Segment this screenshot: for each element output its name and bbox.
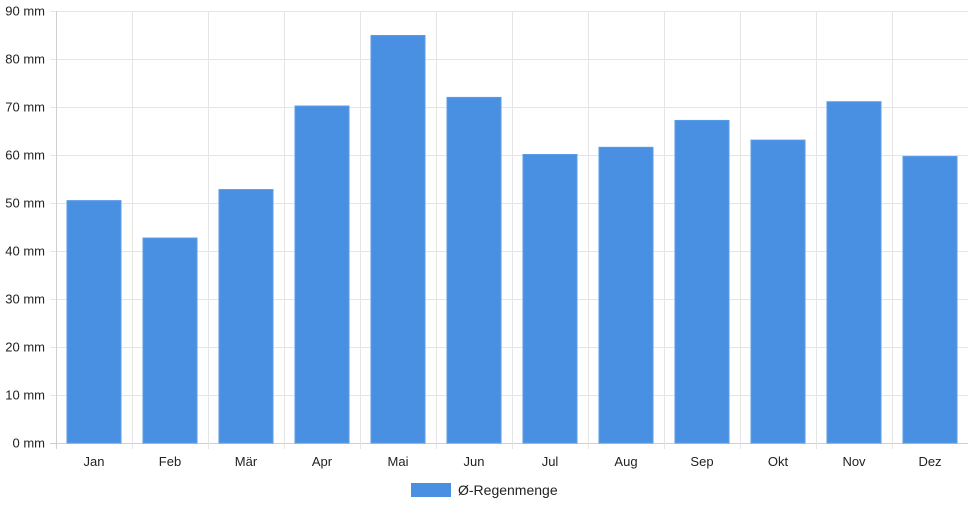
x-tick-label: Jan <box>84 454 105 469</box>
bar-okt[interactable] <box>750 139 806 444</box>
y-tick-label: 80 mm <box>5 52 45 67</box>
y-tick-label: 70 mm <box>5 100 45 115</box>
y-tick-label: 60 mm <box>5 148 45 163</box>
bar-mai[interactable] <box>370 34 426 444</box>
y-tick-label: 10 mm <box>5 388 45 403</box>
bar-feb[interactable] <box>142 237 198 444</box>
x-axis-ticks: Jan Feb Mär Apr Mai Jun Jul Aug Sep Okt Nov Dez <box>84 454 942 469</box>
bar-mär[interactable] <box>218 189 274 444</box>
y-tick-label: 20 mm <box>5 340 45 355</box>
y-tick-label: 40 mm <box>5 244 45 259</box>
y-axis-ticks: 0 mm 10 mm 20 mm 30 mm 40 mm 50 mm 60 mm 70 mm 8… <box>5 4 45 451</box>
legend-label[interactable]: Ø-Regenmenge <box>458 482 558 498</box>
x-tick-label: Apr <box>312 454 333 469</box>
y-tick-label: 50 mm <box>5 196 45 211</box>
x-tick-label: Jul <box>542 454 559 469</box>
x-tick-label: Mär <box>235 454 258 469</box>
grid-lines <box>50 11 968 449</box>
y-tick-label: 30 mm <box>5 292 45 307</box>
x-tick-label: Aug <box>614 454 637 469</box>
bars <box>66 34 958 444</box>
bar-aug[interactable] <box>598 146 654 444</box>
bar-apr[interactable] <box>294 105 350 444</box>
legend[interactable]: Ø-Regenmenge <box>411 482 558 498</box>
bar-jan[interactable] <box>66 200 122 444</box>
x-tick-label: Dez <box>918 454 941 469</box>
bar-jun[interactable] <box>446 96 502 444</box>
legend-swatch[interactable] <box>411 483 451 497</box>
bar-sep[interactable] <box>674 119 730 444</box>
x-tick-label: Jun <box>464 454 485 469</box>
bar-nov[interactable] <box>826 101 882 444</box>
x-tick-label: Sep <box>690 454 713 469</box>
x-tick-label: Mai <box>388 454 409 469</box>
bar-dez[interactable] <box>902 155 958 444</box>
y-tick-label: 0 mm <box>13 436 46 451</box>
x-tick-label: Nov <box>842 454 866 469</box>
x-tick-label: Feb <box>159 454 181 469</box>
y-tick-label: 90 mm <box>5 4 45 19</box>
bar-jul[interactable] <box>522 154 578 444</box>
x-tick-label: Okt <box>768 454 789 469</box>
